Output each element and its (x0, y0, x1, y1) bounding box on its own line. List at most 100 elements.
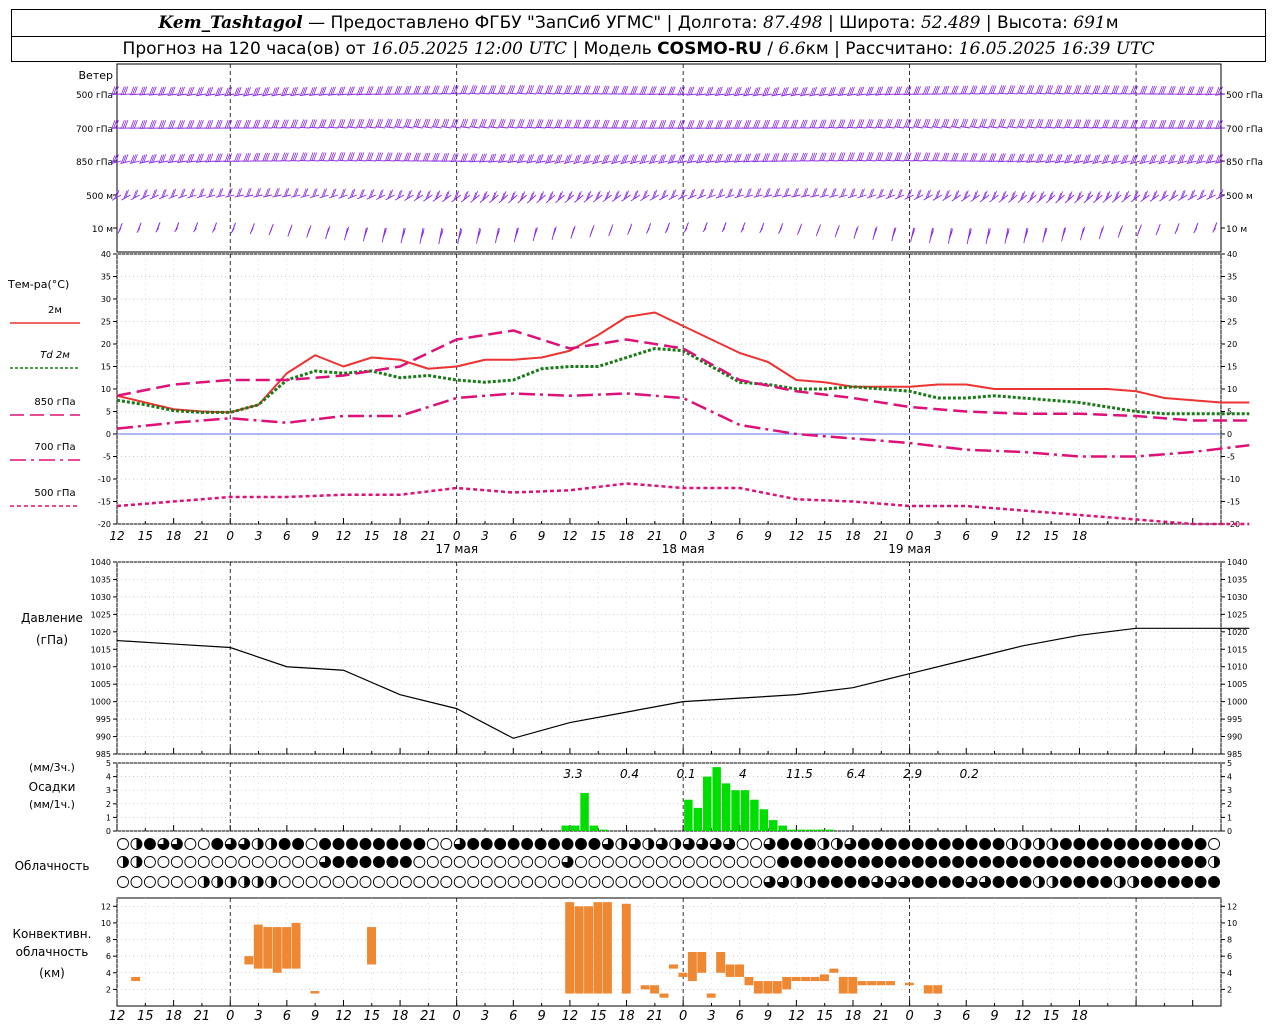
temp-ytick-label: 10 (1227, 385, 1237, 394)
wind-barb-feather (292, 119, 297, 128)
wind-barb-feather (962, 85, 967, 94)
wind-barb-feather (253, 152, 257, 162)
wind-barb-feather (511, 191, 516, 200)
wind-barb-feather (634, 119, 638, 129)
wind-barb-feather (888, 119, 893, 128)
temp-xtick-label: 12 (109, 529, 124, 543)
wind-barb-feather (766, 188, 771, 197)
temp-xtick-label: 15 (591, 529, 606, 543)
wind-barb-feather (1095, 192, 1100, 201)
wind-barb-feather (875, 86, 880, 96)
wind-barb-feather (970, 85, 974, 94)
wind-barb-feather (992, 85, 997, 94)
wind-barb-feather (1111, 119, 1116, 128)
wind-barb-feather (671, 120, 676, 129)
wind-barb (469, 160, 480, 163)
wind-barb-feather (993, 190, 997, 200)
wind-barb-feather (483, 153, 487, 162)
wind-barb-feather (482, 192, 486, 201)
wind-barb-feather (302, 188, 307, 197)
wind-barb-feather (964, 190, 969, 199)
wind-barb-feather (322, 86, 327, 95)
wind-barb-feather (404, 118, 408, 127)
wind-barb-feather (1191, 189, 1196, 198)
wind-barb-feather (552, 228, 557, 237)
wind-barb-feather (1002, 190, 1007, 200)
convective-bar (131, 976, 141, 982)
wind-barb (912, 126, 924, 129)
wind-barb-feather (1043, 227, 1048, 237)
wind-barb-feather (1017, 85, 1022, 94)
wind-barb-feather (1171, 154, 1176, 163)
wind-barb-feather (464, 153, 469, 162)
wind-barb-feather (724, 87, 729, 96)
wind-barb-feather (923, 86, 927, 95)
wind-barb-feather (533, 229, 538, 238)
temp-ytick-label: 15 (1227, 363, 1237, 372)
wind-barb (488, 92, 499, 95)
wind-barb (837, 93, 848, 97)
wind-barb-feather (492, 153, 497, 162)
wind-barb (346, 159, 357, 162)
convective-bar (753, 981, 763, 994)
pres-ytick-label: 1040 (1227, 558, 1247, 567)
wind-barb-feather (369, 152, 374, 161)
wind-barb-feather (936, 119, 940, 128)
wind-barb-feather (217, 153, 221, 162)
precip-total-label: 3.3 (563, 767, 582, 781)
wind-barb-feather (320, 152, 325, 161)
wind-barb-feather (1005, 228, 1010, 237)
wind-barb (384, 126, 395, 129)
convective-bar (310, 991, 320, 994)
wind-barb (903, 93, 914, 96)
cloud-cover-symbol (561, 876, 574, 888)
wind-barb-feather (1219, 154, 1223, 163)
wind-barb-feather (1125, 190, 1130, 200)
wind-barb-feather (710, 188, 714, 197)
wind-barb-feather (566, 85, 570, 94)
wind-barb-feather (1161, 191, 1166, 200)
wind-barb-feather (1170, 86, 1174, 95)
wind-barb-feather (577, 119, 582, 128)
wind-barb (894, 159, 905, 162)
wind-barb-feather (1020, 153, 1025, 162)
wind-barb-feather (652, 120, 657, 129)
wind-barb-feather (420, 228, 425, 237)
wind-barb-feather (630, 120, 635, 129)
wind-barb-feather (1000, 85, 1005, 94)
wind-barb (979, 92, 990, 95)
pres-frame (116, 561, 1222, 755)
wind-barb-feather (813, 152, 818, 161)
wind-barb (158, 160, 169, 164)
precip-bar (806, 829, 816, 831)
wind-barb-feather (1026, 84, 1031, 94)
wind-barb-feather (275, 152, 280, 162)
cloud-cover-symbol (426, 838, 439, 850)
wind-barb-feather (709, 86, 714, 95)
wind-barb-feather (756, 153, 761, 162)
wind-barb-feather (134, 189, 139, 198)
wind-barb-feather (951, 85, 956, 94)
wind-barb (950, 126, 961, 129)
wind-barb-feather (1163, 190, 1167, 199)
temp-ytick-label: -10 (98, 475, 111, 484)
conv-xtick-label: 18 (618, 1009, 635, 1024)
wind-barb-feather (168, 87, 172, 96)
wind-barb-feather (520, 119, 525, 128)
wind-barb-feather (200, 86, 204, 96)
wind-barb-feather (118, 223, 123, 233)
wind-barb (214, 160, 225, 163)
wind-barb-feather (200, 153, 204, 162)
conv-xtick-label: 9 (990, 1009, 998, 1024)
wind-barb (695, 93, 707, 96)
wind-barb-feather (1106, 191, 1111, 200)
wind-barb-feather (649, 86, 654, 95)
wind-barb-feather (1115, 119, 1120, 128)
wind-barb-feather (781, 153, 786, 162)
wind-barb-feather (360, 86, 365, 95)
wind-barb-feather (124, 120, 129, 129)
wind-barb-feather (609, 225, 613, 234)
precip-total-label: 0.2 (960, 767, 979, 781)
wind-barb-feather (424, 118, 429, 128)
pres-ytick-label: 1020 (91, 628, 111, 637)
